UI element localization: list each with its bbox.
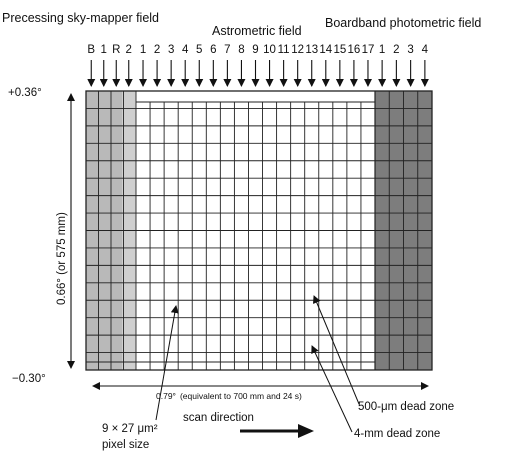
astrometric-column-label: 3 bbox=[168, 44, 174, 56]
dead-zone-500um-pointer bbox=[313, 295, 360, 405]
vertical-extent-label: 0.66° (or 575 mm) bbox=[56, 212, 68, 305]
bottom-value-label: −0.30° bbox=[12, 373, 46, 385]
astrometric-field-header: Astrometric field bbox=[212, 24, 302, 38]
broadband-column-label: 3 bbox=[407, 44, 413, 56]
dead-zone-4mm-pointer bbox=[311, 345, 353, 433]
astrometric-column-label: 8 bbox=[238, 44, 244, 56]
scan-direction-arrow-head bbox=[298, 424, 314, 438]
astrometric-column-label: 16 bbox=[348, 44, 361, 56]
sky-mapper-field-header: Precessing sky-mapper field bbox=[2, 11, 159, 25]
astrometric-column-label: 15 bbox=[333, 44, 346, 56]
top-value-label: +0.36° bbox=[8, 87, 42, 99]
broadband-field-header: Boardband photometric field bbox=[325, 16, 481, 30]
dead-zone-500um-label: 500-μm dead zone bbox=[358, 401, 454, 413]
sky-mapper-column-label: 2 bbox=[126, 44, 132, 56]
scan-direction-label: scan direction bbox=[183, 412, 254, 424]
astrometric-column-label: 6 bbox=[210, 44, 216, 56]
astrometric-column-label: 17 bbox=[362, 44, 375, 56]
astrometric-column-label: 9 bbox=[252, 44, 258, 56]
sky-mapper-column-label: R bbox=[112, 44, 120, 56]
column-labels: B 1 R 2 1 2 3 4 5 6 7 8 9 10 11 12 13 14 15 16 17 1 2 3 4 bbox=[87, 44, 428, 56]
pixel-size-label: 9 × 27 μm² bbox=[102, 423, 158, 435]
horizontal-extent-note: (equivalent to 700 mm and 24 s) bbox=[180, 391, 302, 401]
astrometric-column-label: 7 bbox=[224, 44, 230, 56]
astrometric-column-label: 10 bbox=[263, 44, 276, 56]
astrometric-column-label: 4 bbox=[182, 44, 189, 56]
astrometric-column-label: 14 bbox=[319, 44, 332, 56]
astrometric-column-label: 2 bbox=[154, 44, 160, 56]
broadband-column-label: 4 bbox=[422, 44, 429, 56]
horizontal-extent-value: 0.79° bbox=[156, 391, 176, 401]
ccd-grid bbox=[85, 90, 433, 371]
broadband-column-label: 1 bbox=[379, 44, 385, 56]
astrometric-column-label: 5 bbox=[196, 44, 202, 56]
dead-zone-4mm-label: 4-mm dead zone bbox=[354, 428, 440, 440]
astrometric-column-label: 11 bbox=[278, 44, 290, 56]
horizontal-extent-label: 0.79° (equivalent to 700 mm and 24 s) bbox=[156, 391, 302, 401]
column-arrows bbox=[87, 60, 429, 87]
sky-mapper-column-label: B bbox=[87, 44, 95, 56]
broadband-column-label: 2 bbox=[393, 44, 399, 56]
astrometric-column-label: 13 bbox=[305, 44, 318, 56]
pixel-size-pointer bbox=[155, 305, 179, 421]
astrometric-column-label: 1 bbox=[140, 44, 146, 56]
pixel-size-caption: pixel size bbox=[102, 439, 149, 451]
astrometric-column-label: 12 bbox=[291, 44, 304, 56]
sky-mapper-column-label: 1 bbox=[101, 44, 107, 56]
